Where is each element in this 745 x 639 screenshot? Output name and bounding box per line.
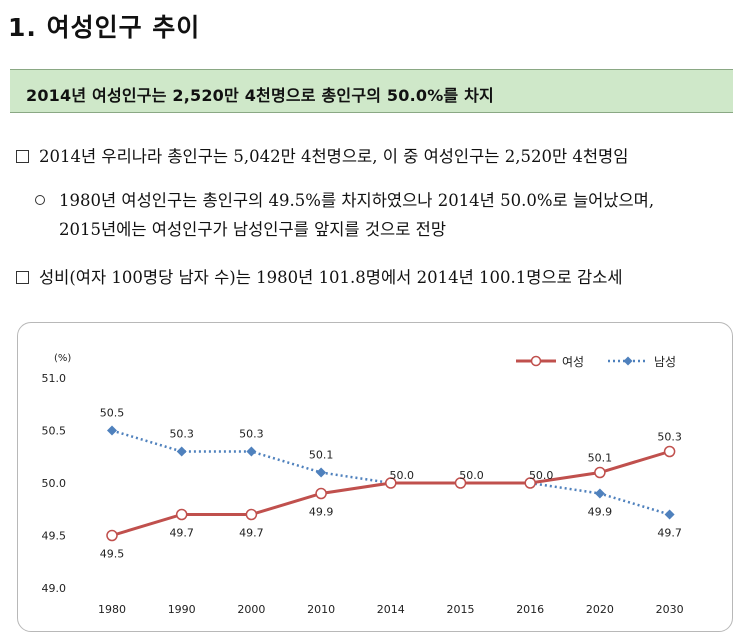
population-trend-chart: (%) 51.0 50.5 50.0 49.5 49.0 1980 1990 2000 2010 2…	[42, 353, 684, 616]
y-tick-label: 49.0	[42, 582, 67, 595]
sub-bullet-female-share: 1980년 여성인구는 총인구의 49.5%를 차지하였으나 2014년 50.…	[35, 187, 654, 211]
male-data-label: 50.3	[239, 428, 264, 441]
x-tick-label: 1990	[168, 603, 196, 616]
x-tick-label: 2030	[656, 603, 684, 616]
male-point	[664, 509, 675, 520]
summary-text: 2014년 여성인구는 2,520만 4천명으로 총인구의 50.0%를 차지	[26, 86, 494, 105]
male-point	[246, 446, 257, 457]
legend-male-marker	[623, 356, 633, 366]
legend-female-marker	[530, 355, 542, 367]
square-bullet-icon	[16, 271, 29, 284]
female-data-label: 49.7	[239, 527, 264, 540]
female-point	[106, 529, 118, 542]
sub-bullet-text-line1: 1980년 여성인구는 총인구의 49.5%를 차지하였으나 2014년 50.…	[59, 191, 655, 210]
female-point	[245, 508, 258, 521]
section-title: 1. 여성인구 추이	[8, 13, 201, 42]
legend-male-label: 남성	[654, 355, 676, 369]
male-point	[176, 446, 187, 457]
circle-bullet-icon	[35, 195, 45, 205]
y-tick-label: 50.5	[42, 425, 67, 438]
male-data-label: 49.7	[657, 527, 682, 540]
chart-frame: (%) 51.0 50.5 50.0 49.5 49.0 1980 1990 2000 2010 2…	[17, 322, 733, 632]
x-tick-label: 2020	[586, 603, 614, 616]
female-data-label: 50.1	[588, 452, 613, 465]
y-tick-label: 51.0	[42, 372, 67, 385]
male-point	[107, 425, 117, 436]
female-point	[454, 477, 467, 489]
y-tick-label: 49.5	[42, 530, 67, 543]
female-data-label: 49.7	[169, 527, 194, 540]
x-tick-label: 2015	[447, 603, 475, 616]
bullet-text: 2014년 우리나라 총인구는 5,042만 4천명으로, 이 중 여성인구는 …	[39, 147, 629, 166]
female-point	[524, 477, 536, 489]
y-axis-unit: (%)	[54, 353, 71, 364]
female-data-label: 49.9	[309, 506, 334, 519]
square-bullet-icon	[16, 150, 29, 163]
female-data-label: 50.0	[529, 469, 554, 482]
series-line-female	[111, 450, 671, 537]
male-point	[316, 467, 327, 478]
male-data-label: 49.9	[588, 506, 613, 519]
female-point	[594, 466, 606, 479]
female-point	[315, 487, 327, 500]
y-tick-label: 50.0	[42, 477, 67, 490]
sub-bullet-female-share-cont: 2015년에는 여성인구가 남성인구를 앞지를 것으로 전망	[59, 216, 446, 240]
female-point	[175, 508, 188, 521]
male-point	[594, 488, 605, 499]
female-data-label: 50.0	[390, 469, 415, 482]
female-point	[663, 445, 676, 458]
x-tick-label: 2010	[307, 603, 335, 616]
x-tick-label: 2016	[516, 603, 544, 616]
male-data-label: 50.1	[309, 449, 334, 462]
summary-box: 2014년 여성인구는 2,520만 4천명으로 총인구의 50.0%를 차지	[10, 69, 733, 113]
legend-female-label: 여성	[562, 355, 584, 369]
bullet-sex-ratio: 성비(여자 100명당 남자 수)는 1980년 101.8명에서 2014년 …	[16, 264, 623, 288]
x-tick-label: 2000	[237, 603, 265, 616]
x-tick-label: 2014	[377, 603, 405, 616]
female-point	[385, 477, 397, 489]
bullet-text: 성비(여자 100명당 남자 수)는 1980년 101.8명에서 2014년 …	[39, 268, 623, 287]
x-tick-label: 1980	[98, 603, 126, 616]
female-data-label: 50.3	[657, 431, 682, 444]
female-data-label: 50.0	[459, 469, 484, 482]
bullet-total-population: 2014년 우리나라 총인구는 5,042만 4천명으로, 이 중 여성인구는 …	[16, 143, 628, 167]
female-data-label: 49.5	[100, 548, 125, 561]
male-data-label: 50.3	[169, 428, 194, 441]
sub-bullet-text-line2: 2015년에는 여성인구가 남성인구를 앞지를 것으로 전망	[59, 220, 446, 239]
male-data-label: 50.5	[100, 407, 125, 420]
